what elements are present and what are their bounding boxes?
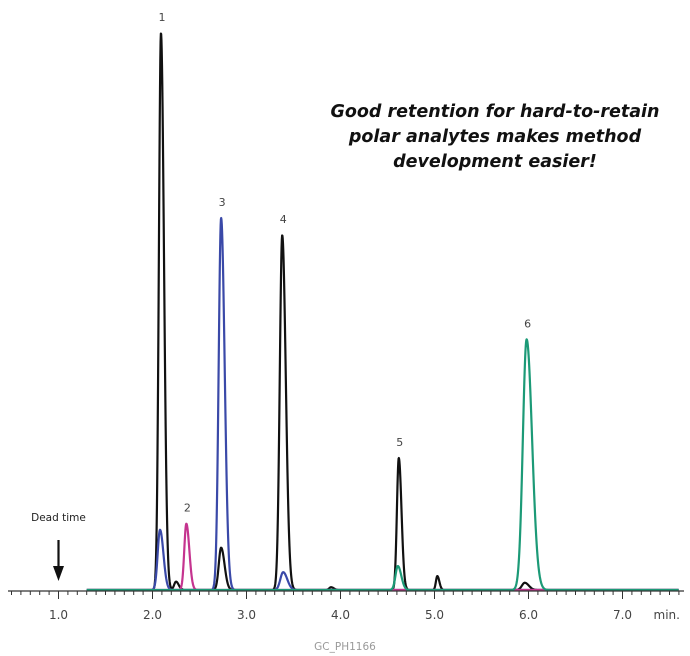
peak-label-6: 6 [524,317,531,330]
x-axis-unit-label: min. [654,608,680,622]
x-axis-ticks: 1.0 2.0 3.0 4.0 5.0 6.0 7.0 [11,591,680,622]
x-tick-label: 7.0 [613,608,632,622]
peak-label-4: 4 [280,213,287,226]
peak-label-5: 5 [396,436,403,449]
x-tick-label: 1.0 [49,608,68,622]
x-tick-label: 6.0 [519,608,538,622]
dead-time-arrow-icon [53,566,64,581]
x-tick-label: 5.0 [425,608,444,622]
dead-time-marker: Dead time [31,512,86,581]
callout-line-2: polar analytes makes method [348,127,642,147]
x-tick-label: 4.0 [331,608,350,622]
trace-magenta [85,522,680,592]
figure-code: GC_PH1166 [314,641,376,653]
trace-blue [85,216,680,592]
peak-label-3: 3 [219,196,226,209]
x-tick-label: 3.0 [237,608,256,622]
peak-label-2: 2 [184,502,191,515]
trace-layer [85,32,680,592]
x-tick-label: 2.0 [143,608,162,622]
callout-text: Good retention for hard-to-retain polar … [300,100,690,175]
trace-green [85,338,680,592]
peak-label-1: 1 [158,11,165,24]
peak-labels: 1 2 3 4 5 6 [158,11,531,515]
dead-time-label: Dead time [31,512,86,524]
callout-line-3: development easier! [393,152,597,172]
callout-line-1: Good retention for hard-to-retain [330,102,660,122]
